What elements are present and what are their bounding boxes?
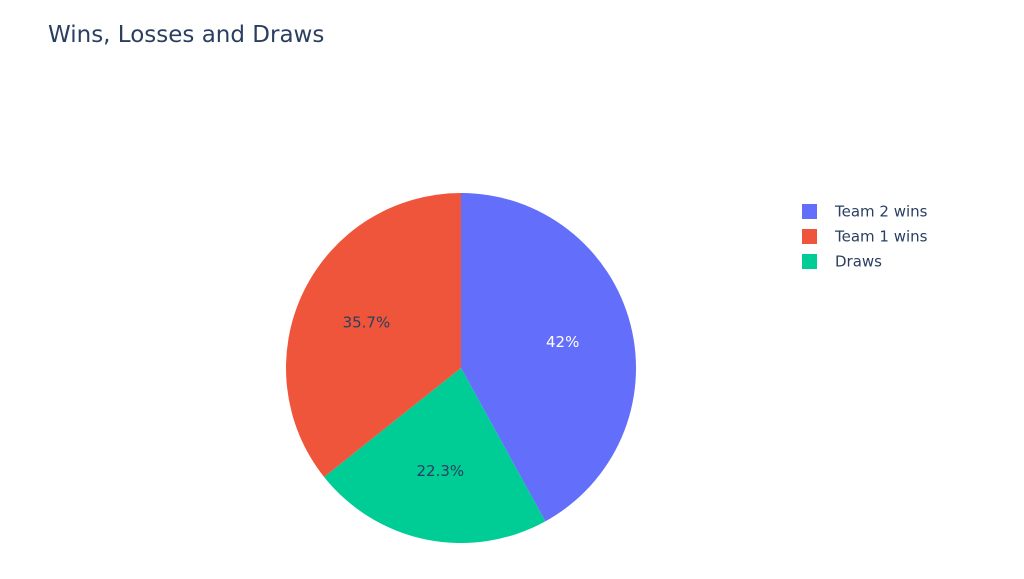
legend-swatch xyxy=(802,229,817,244)
legend-item-team-1-wins[interactable]: Team 1 wins xyxy=(802,228,928,246)
legend-item-team-2-wins[interactable]: Team 2 wins xyxy=(802,203,928,221)
legend: Team 2 wins Team 1 wins Draws xyxy=(802,203,928,271)
slice-label-team-1-wins: 35.7% xyxy=(343,313,391,331)
legend-swatch xyxy=(802,254,817,269)
slice-label-team-2-wins: 42% xyxy=(546,333,579,351)
pie-slice-draws[interactable] xyxy=(324,368,546,543)
pie-slices xyxy=(285,193,636,543)
legend-label: Draws xyxy=(835,253,882,271)
legend-label: Team 2 wins xyxy=(834,203,928,221)
slice-label-draws: 22.3% xyxy=(417,462,465,480)
pie-slice-team-1-wins[interactable] xyxy=(285,193,461,477)
pie-slice-labels: 42% 22.3% 35.7% xyxy=(343,313,580,480)
legend-label: Team 1 wins xyxy=(834,228,928,246)
chart-title: Wins, Losses and Draws xyxy=(48,22,324,48)
legend-swatch xyxy=(802,204,817,219)
pie-slice-team-2-wins[interactable] xyxy=(461,193,636,522)
legend-item-draws[interactable]: Draws xyxy=(802,253,882,271)
